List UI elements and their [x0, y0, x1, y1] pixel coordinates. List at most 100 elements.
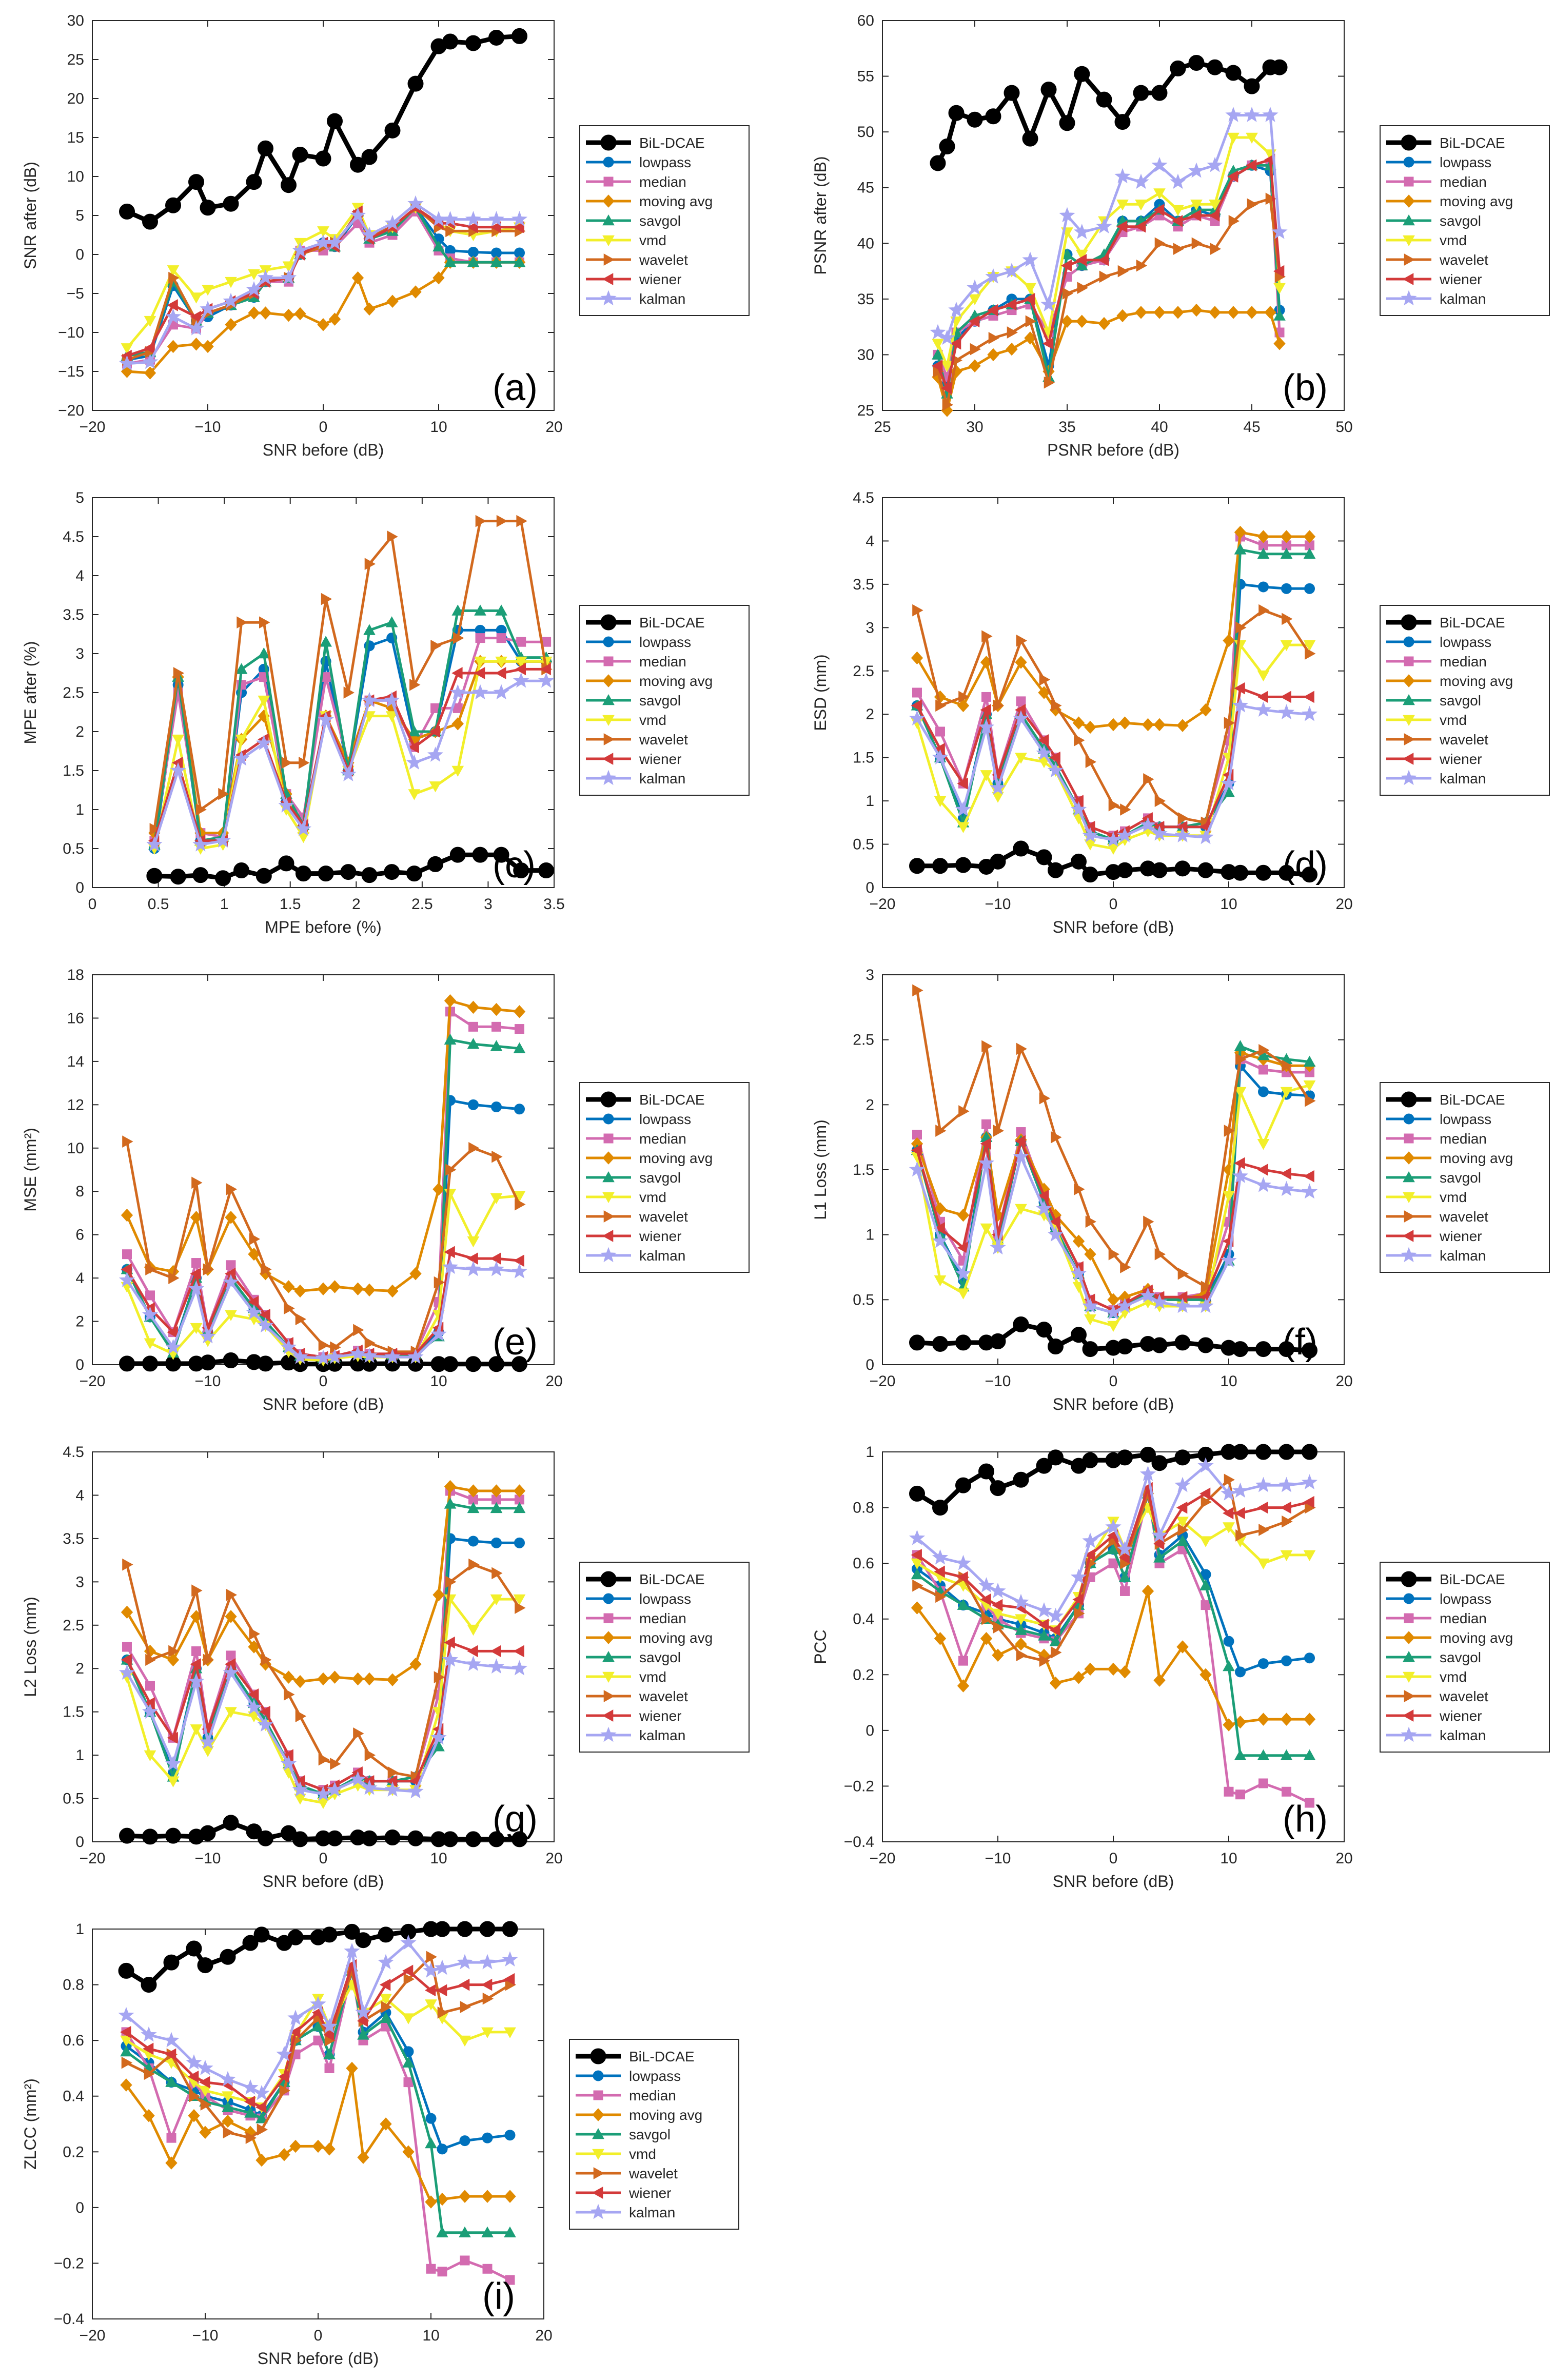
- data-point: [430, 1326, 447, 1342]
- legend-swatch-marker: [600, 614, 617, 631]
- legend-label: BiL-DCAE: [629, 2049, 695, 2064]
- y-tick-label: −0.4: [844, 1834, 874, 1851]
- legend-swatch-marker: [593, 2070, 604, 2081]
- data-point: [1273, 337, 1286, 350]
- data-point: [258, 1355, 273, 1372]
- data-point: [351, 1672, 364, 1686]
- data-point: [434, 1959, 450, 1975]
- data-point: [467, 1252, 478, 1265]
- data-point: [1221, 1485, 1237, 1501]
- data-point: [1301, 1183, 1318, 1199]
- data-point: [1142, 1584, 1154, 1598]
- data-point: [321, 1926, 338, 1943]
- legend-label: moving avg: [1440, 673, 1513, 689]
- data-point: [467, 1624, 480, 1636]
- legend-label: wiener: [639, 271, 681, 287]
- data-point: [1072, 1234, 1085, 1248]
- data-point: [142, 2042, 154, 2055]
- legend-label: wavelet: [639, 252, 688, 268]
- y-tick-label: 30: [857, 346, 874, 363]
- data-point: [515, 1024, 524, 1034]
- data-point: [364, 1749, 376, 1761]
- data-point: [430, 639, 442, 652]
- x-tick-label: −10: [195, 419, 221, 436]
- x-tick-label: −20: [870, 1373, 896, 1390]
- data-point: [1014, 1135, 1026, 1148]
- data-point: [444, 1033, 457, 1045]
- data-point: [1224, 1125, 1235, 1137]
- data-point: [407, 1783, 424, 1799]
- y-tick-label: −10: [58, 324, 84, 341]
- data-point: [1224, 1473, 1235, 1486]
- data-point: [978, 1463, 994, 1480]
- data-point: [1118, 1571, 1131, 1582]
- panel-label: (h): [1283, 1799, 1328, 1840]
- data-point: [294, 1675, 306, 1688]
- series-line: [153, 628, 546, 849]
- y-tick-label: −0.2: [844, 1778, 874, 1795]
- data-point: [1085, 1215, 1097, 1228]
- data-point: [1257, 691, 1268, 703]
- legend-swatch-marker: [1403, 636, 1414, 647]
- data-point: [1199, 703, 1212, 717]
- data-point: [496, 633, 506, 643]
- data-point: [384, 1348, 401, 1364]
- y-tick-label: 1: [75, 801, 84, 818]
- legend-swatch-marker: [600, 1091, 617, 1108]
- data-point: [1024, 293, 1035, 305]
- data-point: [223, 1274, 239, 1289]
- data-point: [167, 1776, 180, 1787]
- data-point: [1051, 699, 1062, 712]
- legend-swatch-marker: [603, 176, 614, 187]
- data-point: [165, 2156, 178, 2170]
- data-point: [247, 1295, 259, 1308]
- data-point: [980, 1593, 991, 1606]
- data-point: [218, 788, 229, 800]
- data-point: [187, 2070, 199, 2083]
- data-point: [165, 2076, 178, 2087]
- data-point: [289, 2026, 301, 2038]
- legend-label: kalman: [1440, 1727, 1486, 1743]
- data-point: [261, 1263, 272, 1276]
- data-point: [1190, 209, 1202, 222]
- data-point: [474, 656, 486, 668]
- legend-swatch-marker: [602, 194, 615, 208]
- data-point: [1223, 1191, 1235, 1202]
- y-tick-label: 4.5: [853, 489, 874, 506]
- data-point: [223, 2126, 234, 2139]
- data-point: [202, 340, 214, 353]
- data-point: [295, 1710, 307, 1722]
- y-tick-label: 1.5: [853, 750, 874, 766]
- series-lowpass: [932, 160, 1285, 388]
- data-point: [1142, 718, 1154, 732]
- data-point: [427, 746, 444, 762]
- data-point: [1084, 1662, 1096, 1676]
- series-line: [916, 1478, 1310, 1662]
- data-point: [259, 1705, 270, 1718]
- data-point: [364, 1336, 376, 1349]
- data-point: [436, 2226, 448, 2237]
- data-point: [145, 1654, 156, 1666]
- data-point: [459, 2135, 470, 2147]
- data-point: [437, 2267, 447, 2277]
- data-point: [165, 1755, 182, 1771]
- data-point: [957, 1571, 968, 1584]
- y-tick-label: −0.2: [54, 2255, 84, 2272]
- data-point: [1257, 1749, 1270, 1760]
- data-point: [988, 332, 1000, 344]
- data-point: [513, 1042, 526, 1053]
- y-tick-label: 18: [67, 967, 84, 984]
- data-point: [402, 1964, 414, 1977]
- legend-swatch-marker: [1403, 156, 1414, 168]
- data-point: [1040, 296, 1057, 311]
- data-point: [1235, 1789, 1245, 1800]
- data-point: [934, 1631, 947, 1645]
- data-point: [950, 337, 961, 350]
- x-tick-label: 30: [966, 419, 983, 436]
- data-point: [245, 2132, 257, 2144]
- data-point: [1049, 1215, 1060, 1228]
- data-point: [1015, 656, 1027, 669]
- data-point: [1210, 243, 1222, 255]
- data-point: [144, 366, 156, 380]
- data-point: [1280, 530, 1293, 543]
